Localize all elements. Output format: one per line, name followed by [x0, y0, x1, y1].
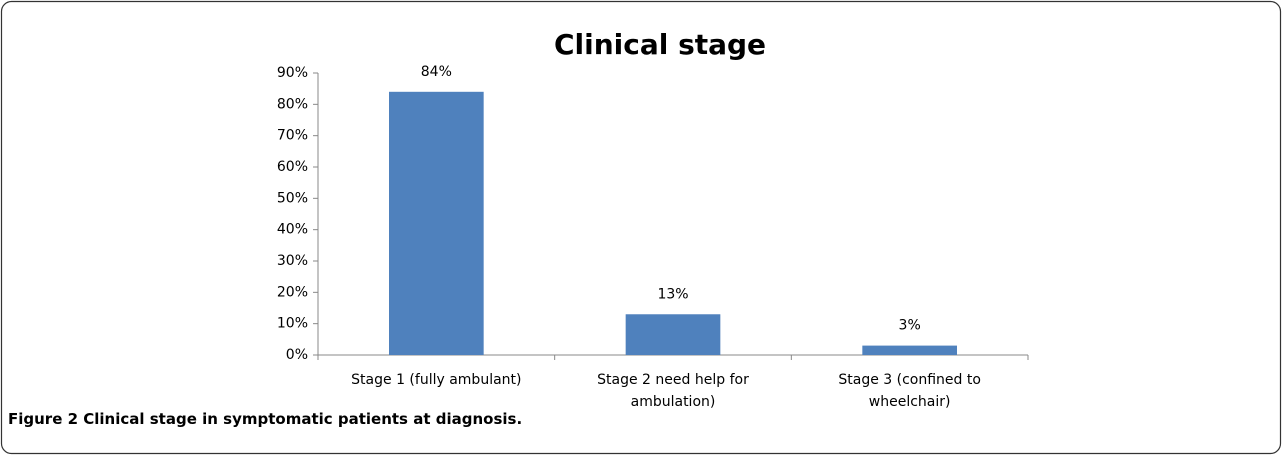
y-tick-label: 90%: [277, 65, 308, 81]
y-tick-label: 70%: [277, 128, 308, 144]
y-tick-label: 80%: [277, 96, 308, 112]
bar: [862, 345, 957, 355]
x-tick-label: Stage 1 (fully ambulant): [351, 372, 522, 388]
value-label: 3%: [899, 318, 921, 334]
x-tick-label: Stage 2 need help for ambulation): [597, 372, 749, 410]
value-label: 84%: [421, 64, 452, 80]
chart-title: Clinical stage: [554, 28, 766, 61]
y-tick-label: 40%: [277, 222, 308, 238]
y-tick-label: 30%: [277, 253, 308, 269]
y-tick-label: 10%: [277, 316, 308, 332]
y-tick-label: 0%: [286, 347, 308, 363]
bar: [625, 314, 721, 355]
value-label: 13%: [657, 286, 688, 302]
y-tick-label: 50%: [277, 190, 308, 206]
caption: Figure 2 Clinical stage in symptomatic p…: [8, 410, 523, 428]
y-tick-label: 20%: [277, 284, 308, 300]
bar: [389, 91, 484, 356]
y-tick-label: 60%: [277, 159, 308, 175]
x-tick-label: Stage 3 (confined to wheelchair): [838, 372, 981, 410]
